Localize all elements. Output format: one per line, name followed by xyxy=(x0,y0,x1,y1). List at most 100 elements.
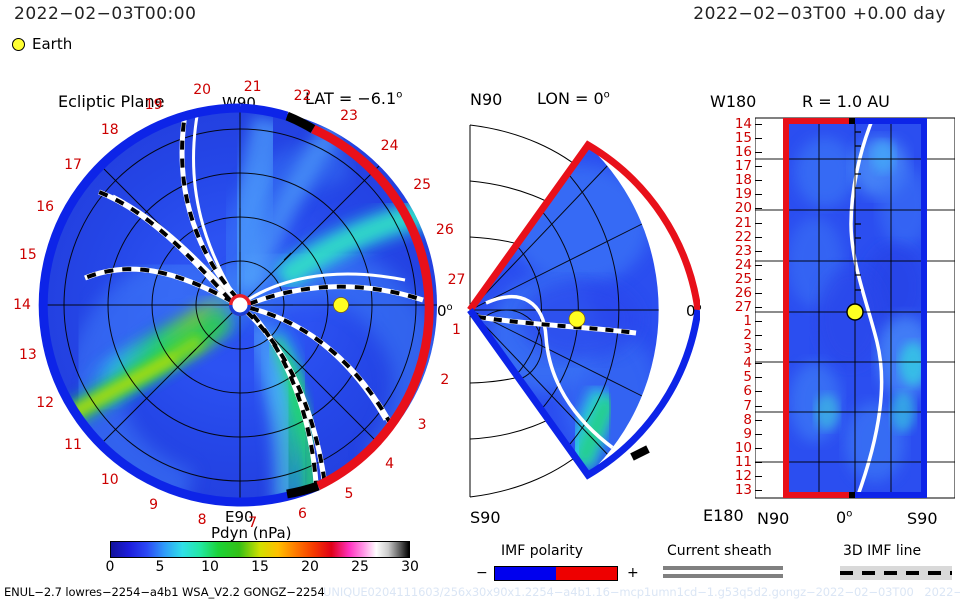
imf-negative-arc xyxy=(38,103,320,507)
timeseries-y-tick-20: 20 xyxy=(734,200,752,217)
timeseries-y-tickmark xyxy=(755,307,762,308)
timeseries-y-tick-3: 3 xyxy=(743,341,752,358)
timeseries-bottom-polarity-negative xyxy=(855,492,927,498)
degree-superscript: o xyxy=(396,89,403,101)
latitude-value: LAT = −6.1 xyxy=(305,89,397,108)
meridional-south-label: S90 xyxy=(470,508,501,527)
timeseries-bottom-polarity-positive xyxy=(783,492,849,498)
timeseries-y-tickmark xyxy=(755,461,762,463)
timeseries-y-tickmark xyxy=(755,250,762,252)
imf-polarity-swatch xyxy=(494,566,618,581)
earth-legend: Earth xyxy=(12,35,72,53)
meridional-grid xyxy=(470,162,659,458)
timeseries-y-tick-21: 21 xyxy=(734,214,752,231)
timeseries-y-tickmark xyxy=(755,433,762,435)
timeseries-y-tickmark xyxy=(755,349,762,351)
timeseries-y-tick-12: 12 xyxy=(734,467,752,484)
ecliptic-hour-label-4: 4 xyxy=(385,455,395,472)
timeseries-top-polarity-negative xyxy=(855,118,927,124)
polarity-boundary-segment-south xyxy=(286,481,320,499)
timeseries-y-tick-1: 1 xyxy=(743,313,752,330)
timeseries-y-tick-14: 14 xyxy=(734,116,752,133)
colorbar-tick-25: 25 xyxy=(351,559,369,575)
timeseries-top-polarity-boundary xyxy=(849,118,855,124)
earth-marker-meridional xyxy=(568,310,586,328)
timeseries-y-tickmark xyxy=(755,222,762,224)
timeseries-y-tick-16: 16 xyxy=(734,144,752,161)
ecliptic-right-label: 0o xyxy=(437,302,453,320)
ecliptic-hour-label-3: 3 xyxy=(417,416,427,433)
imf-3d-line-legend-title: 3D IMF line xyxy=(843,543,922,559)
colorbar-tick-labels: 0 5 10 15 20 25 30 xyxy=(106,559,419,577)
timeseries-y-tick-6: 6 xyxy=(743,383,752,400)
timeseries-x-tick-n90: N90 xyxy=(757,509,790,528)
timeseries-y-tick-5: 5 xyxy=(743,369,752,386)
ecliptic-hour-label-22: 22 xyxy=(293,88,312,105)
ecliptic-hour-label-20: 20 xyxy=(193,82,212,99)
meridional-pressure-field xyxy=(470,145,659,475)
timeseries-y-tickmark xyxy=(755,489,762,491)
timeseries-x-tick-zero: 0o xyxy=(836,508,853,527)
ecliptic-hour-label-25: 25 xyxy=(413,177,432,194)
ecliptic-hour-label-8: 8 xyxy=(197,511,207,528)
ecliptic-hour-label-6: 6 xyxy=(298,505,307,522)
colorbar-tick-30: 30 xyxy=(401,559,419,575)
imf-positive-swatch xyxy=(556,567,617,580)
timeseries-y-tick-2: 2 xyxy=(743,327,752,344)
ecliptic-hour-label-16: 16 xyxy=(36,199,55,216)
timeseries-y-tick-25: 25 xyxy=(734,270,752,287)
timestamp-left: 2022−02−03T00:00 xyxy=(14,4,197,24)
timeseries-right-polarity-stripe xyxy=(921,118,927,498)
current-sheath-swatch xyxy=(663,566,783,580)
earth-legend-label: Earth xyxy=(32,35,73,53)
longitude-value: LON = 0 xyxy=(537,89,604,108)
colorbar-tick-5: 5 xyxy=(155,559,165,575)
ecliptic-hour-label-11: 11 xyxy=(64,437,82,454)
earth-marker xyxy=(333,297,349,313)
timeseries-y-tickmark xyxy=(755,391,762,393)
timeseries-y-tickmark xyxy=(755,321,762,323)
ecliptic-hour-label-12: 12 xyxy=(36,394,55,411)
imf-positive-arc xyxy=(311,124,434,491)
sun-marker xyxy=(229,294,251,316)
degree-superscript: o xyxy=(603,89,610,101)
ecliptic-polarity-ring xyxy=(38,103,434,507)
timeseries-y-tick-4: 4 xyxy=(743,355,752,372)
timeseries-y-tick-10: 10 xyxy=(734,439,752,456)
earth-marker-icon xyxy=(12,37,25,51)
timeseries-bottom-left-label: E180 xyxy=(703,506,744,525)
imf-3d-dashed-line xyxy=(840,571,952,575)
degree-superscript: o xyxy=(846,508,853,520)
current-sheet-line xyxy=(485,295,633,463)
current-sheet-line-timeseries xyxy=(849,118,884,498)
timeseries-y-tick-17: 17 xyxy=(734,158,752,175)
imf-positive-sign: + xyxy=(627,565,639,581)
timeseries-y-tickmark xyxy=(755,264,762,266)
timeseries-y-tick-18: 18 xyxy=(734,172,752,189)
imf-3d-lines xyxy=(84,113,424,502)
timestamp-right: 2022−02−03T00 +0.00 day xyxy=(693,4,946,24)
ecliptic-hour-label-7: 7 xyxy=(248,514,258,531)
ecliptic-hour-label-23: 23 xyxy=(340,108,358,125)
timeseries-y-tick-9: 9 xyxy=(743,425,752,442)
meridional-plane-plot xyxy=(467,124,700,498)
timeseries-y-tickmark xyxy=(755,138,762,140)
current-sheath-legend-title: Current sheath xyxy=(667,543,772,559)
timeseries-y-tickmark xyxy=(755,292,762,294)
timeseries-y-tickmark xyxy=(755,194,762,196)
timeseries-y-tick-19: 19 xyxy=(734,186,752,203)
timeseries-y-tickmark xyxy=(755,475,762,477)
timeseries-y-tickmark xyxy=(755,166,762,168)
timeseries-y-tick-26: 26 xyxy=(734,284,752,301)
timeseries-y-tickmark xyxy=(755,208,762,210)
timeseries-y-tickmark xyxy=(755,180,762,182)
ecliptic-plane-title: Ecliptic Plane xyxy=(58,92,165,111)
colorbar-tick-15: 15 xyxy=(251,559,269,575)
timeseries-bottom-polarity-boundary xyxy=(849,492,855,498)
timeseries-y-tickmark xyxy=(755,124,762,126)
colorbar-tick-0: 0 xyxy=(105,559,115,575)
timeseries-x-tick-s90: S90 xyxy=(907,509,938,528)
timeseries-title: R = 1.0 AU xyxy=(802,92,890,111)
timeseries-y-tick-15: 15 xyxy=(734,130,752,147)
timeseries-y-tick-23: 23 xyxy=(734,242,752,259)
